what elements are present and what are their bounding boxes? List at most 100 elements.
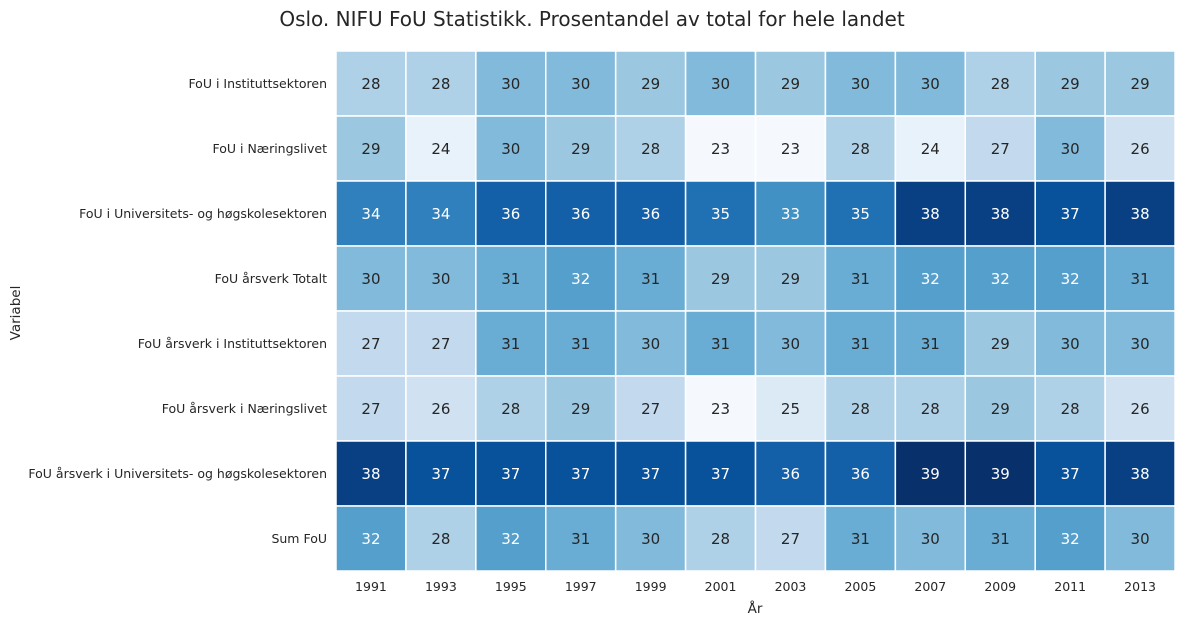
- cell-value-label: 30: [1131, 335, 1150, 353]
- heatmap-cell: [1104, 245, 1176, 312]
- heatmap-cell: [475, 245, 547, 312]
- x-tick-label: 2013: [1124, 579, 1156, 594]
- y-tick-label: FoU i Universitets- og høgskolesektoren: [79, 206, 327, 221]
- cell-value-label: 31: [571, 530, 590, 548]
- cell-value-label: 37: [431, 465, 450, 483]
- x-tick-label: 1993: [425, 579, 457, 594]
- heatmap-cell: [894, 440, 967, 507]
- x-tick-label: 2005: [844, 579, 876, 594]
- heatmap-cell: [335, 375, 407, 442]
- cell-value-label: 37: [1061, 205, 1080, 223]
- cell-value-label: 29: [571, 140, 590, 158]
- cell-value-label: 29: [781, 270, 800, 288]
- heatmap-cell: [405, 310, 477, 377]
- heatmap-cell: [824, 115, 897, 182]
- cell-value-label: 39: [991, 465, 1010, 483]
- heatmap-cell: [964, 245, 1036, 312]
- heatmap-cell: [405, 50, 477, 117]
- heatmap-cell: [894, 115, 967, 182]
- y-tick-label: FoU i Instituttsektoren: [188, 76, 327, 91]
- cell-value-label: 32: [571, 270, 590, 288]
- heatmap-cell: [475, 505, 547, 572]
- cell-value-label: 23: [711, 400, 730, 418]
- x-axis-label: År: [748, 600, 763, 617]
- heatmap-cell: [684, 440, 757, 507]
- heatmap-cell: [824, 310, 897, 377]
- heatmap-cell: [754, 245, 827, 312]
- heatmap-cell: [824, 505, 897, 572]
- cell-value-label: 36: [641, 205, 660, 223]
- cell-value-label: 29: [571, 400, 590, 418]
- heatmap-cell: [614, 505, 687, 572]
- cell-value-label: 24: [921, 140, 940, 158]
- cell-value-label: 30: [921, 530, 940, 548]
- cell-value-label: 37: [501, 465, 520, 483]
- cell-value-label: 36: [781, 465, 800, 483]
- heatmap-cell: [614, 115, 687, 182]
- y-tick-label: FoU årsverk i Universitets- og høgskoles…: [28, 466, 327, 481]
- y-tick-labels: FoU i Instituttsektoren FoU i Næringslive…: [28, 76, 327, 546]
- cell-value-label: 27: [991, 140, 1010, 158]
- heatmap-cells: 28 28 30 30 29 30 29 30 30 28 29 29 29 24 30 29 28 23 23 28…: [335, 50, 1176, 572]
- y-tick-label: FoU i Næringslivet: [212, 141, 327, 156]
- cell-value-label: 28: [501, 400, 520, 418]
- cell-value-label: 30: [711, 75, 730, 93]
- heatmap-cell: [1104, 375, 1176, 442]
- cell-value-label: 38: [991, 205, 1010, 223]
- heatmap-cell: [894, 375, 967, 442]
- heatmap-cell: [964, 375, 1036, 442]
- cell-value-label: 27: [641, 400, 660, 418]
- x-tick-label: 2007: [914, 579, 946, 594]
- heatmap-cell: [545, 375, 617, 442]
- x-tick-label: 1997: [565, 579, 597, 594]
- cell-value-label: 32: [361, 530, 380, 548]
- heatmap-cell: [1104, 50, 1176, 117]
- cell-value-label: 29: [361, 140, 380, 158]
- x-tick-label: 1995: [495, 579, 527, 594]
- cell-value-label: 38: [921, 205, 940, 223]
- cell-value-label: 28: [1061, 400, 1080, 418]
- cell-value-label: 28: [641, 140, 660, 158]
- cell-value-label: 26: [1131, 140, 1150, 158]
- heatmap-cell: [545, 180, 617, 247]
- heatmap-cell: [614, 310, 687, 377]
- cell-value-label: 31: [921, 335, 940, 353]
- heatmap-cell: [475, 310, 547, 377]
- cell-value-label: 32: [501, 530, 520, 548]
- cell-value-label: 28: [851, 400, 870, 418]
- cell-value-label: 31: [571, 335, 590, 353]
- cell-value-label: 31: [501, 335, 520, 353]
- heatmap-cell: [754, 115, 827, 182]
- heatmap-cell: [335, 245, 407, 312]
- cell-value-label: 26: [431, 400, 450, 418]
- x-tick-label: 2001: [705, 579, 737, 594]
- cell-value-label: 28: [711, 530, 730, 548]
- heatmap-cell: [824, 50, 897, 117]
- cell-value-label: 25: [781, 400, 800, 418]
- cell-value-label: 30: [501, 75, 520, 93]
- cell-value-label: 32: [1061, 270, 1080, 288]
- cell-value-label: 28: [431, 75, 450, 93]
- cell-value-label: 38: [1131, 465, 1150, 483]
- cell-value-label: 30: [431, 270, 450, 288]
- heatmap-cell: [754, 180, 827, 247]
- heatmap-cell: [754, 505, 827, 572]
- heatmap-cell: [964, 115, 1036, 182]
- cell-value-label: 31: [711, 335, 730, 353]
- heatmap-cell: [1104, 180, 1176, 247]
- heatmap-cell: [405, 505, 477, 572]
- cell-value-label: 30: [1131, 530, 1150, 548]
- cell-value-label: 37: [641, 465, 660, 483]
- cell-value-label: 28: [431, 530, 450, 548]
- cell-value-label: 28: [361, 75, 380, 93]
- heatmap-cell: [894, 245, 967, 312]
- cell-value-label: 29: [1131, 75, 1150, 93]
- heatmap-cell: [1034, 505, 1106, 572]
- cell-value-label: 30: [921, 75, 940, 93]
- heatmap-cell: [405, 440, 477, 507]
- cell-value-label: 31: [851, 335, 870, 353]
- heatmap-cell: [335, 50, 407, 117]
- cell-value-label: 34: [431, 205, 450, 223]
- heatmap-cell: [545, 115, 617, 182]
